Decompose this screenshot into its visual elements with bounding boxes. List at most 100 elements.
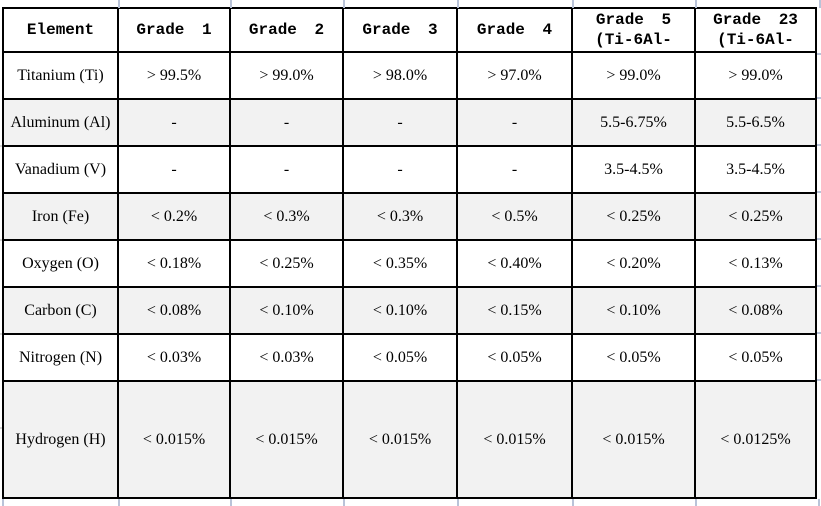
gridline-artifact — [817, 285, 821, 287]
grade-value-cell: < 0.13% — [694, 239, 817, 288]
grade-value-cell: 5.5-6.5% — [694, 98, 817, 147]
grade-value-cell: < 0.2% — [117, 192, 231, 241]
gridline-artifact — [0, 239, 2, 241]
gridline-artifact — [0, 427, 2, 429]
element-name-cell: Aluminum (Al) — [2, 98, 119, 147]
grade-value-cell: 5.5-6.75% — [571, 98, 696, 147]
column-header-grade: Grade 1 — [117, 7, 231, 53]
gridline-artifact — [817, 332, 821, 334]
grade-value-cell: < 0.25% — [694, 192, 817, 241]
gridline-artifact — [343, 0, 345, 8]
grade-value-cell: < 0.0125% — [694, 380, 817, 499]
grade-value-cell: < 0.18% — [117, 239, 231, 288]
grade-value-cell: < 0.10% — [342, 286, 458, 335]
gridline-artifact — [343, 499, 345, 506]
gridline-artifact — [695, 499, 697, 506]
grade-value-cell: < 0.25% — [229, 239, 344, 288]
table-row: Nitrogen (N) < 0.03% < 0.03% < 0.05% < 0.05%… — [2, 333, 817, 382]
gridline-artifact — [118, 499, 120, 506]
grade-value-cell: < 0.05% — [694, 333, 817, 382]
grade-value-cell: < 0.3% — [342, 192, 458, 241]
element-name-cell: Titanium (Ti) — [2, 51, 119, 100]
gridline-artifact — [818, 499, 820, 506]
table-row: Hydrogen (H) < 0.015% < 0.015% < 0.015% < 0.… — [2, 380, 817, 499]
element-name-cell: Hydrogen (H) — [2, 380, 119, 499]
grade-value-cell: < 0.015% — [117, 380, 231, 499]
column-header-grade: Grade 5 (Ti-6Al- — [571, 7, 696, 53]
gridline-artifact — [118, 0, 120, 8]
column-header-grade: Grade 4 — [456, 7, 573, 53]
gridline-artifact — [572, 499, 574, 506]
element-name-cell: Vanadium (V) — [2, 145, 119, 194]
grade-value-cell: < 0.25% — [571, 192, 696, 241]
column-header-element: Element — [2, 7, 119, 53]
grade-value-cell: - — [229, 98, 344, 147]
grade-value-cell: < 0.015% — [229, 380, 344, 499]
grade-value-cell: < 0.05% — [342, 333, 458, 382]
grade-value-cell: < 0.08% — [694, 286, 817, 335]
gridline-artifact — [817, 144, 821, 146]
element-name-cell: Nitrogen (N) — [2, 333, 119, 382]
grade-value-cell: < 0.40% — [456, 239, 573, 288]
grade-value-cell: - — [117, 98, 231, 147]
grade-value-cell: < 0.015% — [456, 380, 573, 499]
grade-value-cell: < 0.3% — [229, 192, 344, 241]
gridline-artifact — [2, 499, 4, 506]
grade-value-cell: < 0.15% — [456, 286, 573, 335]
gridline-artifact — [457, 0, 459, 8]
gridline-artifact — [0, 145, 2, 147]
table-row: Aluminum (Al) - - - -5.5-6.75% 5.5-6.5% — [2, 98, 817, 147]
grade-value-cell: > 99.0% — [229, 51, 344, 100]
grade-value-cell: - — [229, 145, 344, 194]
grade-value-cell: > 99.5% — [117, 51, 231, 100]
gridline-artifact — [819, 0, 821, 8]
grade-value-cell: < 0.10% — [229, 286, 344, 335]
grade-value-cell: < 0.05% — [571, 333, 696, 382]
gridline-artifact — [0, 333, 2, 335]
column-header-grade: Grade 23 (Ti-6Al- — [694, 7, 817, 53]
gridline-artifact — [695, 0, 697, 8]
gridline-artifact — [817, 97, 821, 99]
grade-value-cell: > 99.0% — [571, 51, 696, 100]
table-row: Oxygen (O) < 0.18% < 0.25% < 0.35% < 0.40% < … — [2, 239, 817, 288]
grade-value-cell: - — [342, 145, 458, 194]
element-name-cell: Oxygen (O) — [2, 239, 119, 288]
grade-value-cell: < 0.10% — [571, 286, 696, 335]
gridline-artifact — [817, 53, 821, 55]
element-name-cell: Iron (Fe) — [2, 192, 119, 241]
gridline-artifact — [230, 499, 232, 506]
grade-value-cell: > 98.0% — [342, 51, 458, 100]
grade-value-cell: < 0.5% — [456, 192, 573, 241]
gridline-artifact — [572, 0, 574, 8]
table-row: Carbon (C) < 0.08% < 0.10% < 0.10% < 0.15% < … — [2, 286, 817, 335]
gridline-artifact — [230, 0, 232, 8]
grade-value-cell: < 0.015% — [571, 380, 696, 499]
grade-value-cell: 3.5-4.5% — [571, 145, 696, 194]
grade-value-cell: < 0.20% — [571, 239, 696, 288]
grade-value-cell: < 0.35% — [342, 239, 458, 288]
gridline-artifact — [817, 238, 821, 240]
grade-value-cell: - — [456, 145, 573, 194]
header-row: Element Grade 1 Grade 2 Grade 3 Grade 4 Grade… — [2, 7, 817, 53]
grade-value-cell: - — [342, 98, 458, 147]
grade-value-cell: < 0.05% — [456, 333, 573, 382]
grade-value-cell: > 99.0% — [694, 51, 817, 100]
gridline-artifact — [817, 379, 821, 381]
table-row: Titanium (Ti) > 99.5% > 99.0% > 98.0% > 97.0… — [2, 51, 817, 100]
grade-value-cell: > 97.0% — [456, 51, 573, 100]
grade-value-cell: < 0.015% — [342, 380, 458, 499]
gridline-artifact — [817, 191, 821, 193]
grade-value-cell: - — [117, 145, 231, 194]
grade-value-cell: < 0.03% — [117, 333, 231, 382]
element-name-cell: Carbon (C) — [2, 286, 119, 335]
grade-value-cell: - — [456, 98, 573, 147]
grade-value-cell: < 0.08% — [117, 286, 231, 335]
table-row: Vanadium (V) - - - -3.5-4.5% 3.5-4.5% — [2, 145, 817, 194]
grade-value-cell: < 0.03% — [229, 333, 344, 382]
alloy-grades-table: Element Grade 1 Grade 2 Grade 3 Grade 4 Grade… — [2, 7, 817, 499]
column-header-grade: Grade 3 — [342, 7, 458, 53]
table-row: Iron (Fe) < 0.2% < 0.3% < 0.3% < 0.5% < 0.25%… — [2, 192, 817, 241]
grade-value-cell: 3.5-4.5% — [694, 145, 817, 194]
gridline-artifact — [457, 499, 459, 506]
column-header-grade: Grade 2 — [229, 7, 344, 53]
